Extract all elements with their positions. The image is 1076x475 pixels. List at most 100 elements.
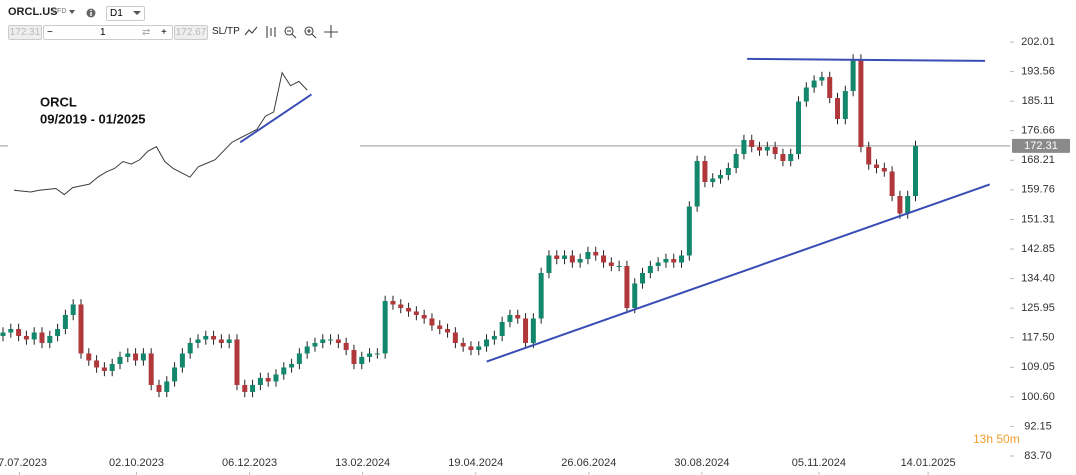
candle-body xyxy=(187,342,193,354)
timeframe-select[interactable]: D1 xyxy=(106,6,145,21)
candle-body xyxy=(913,145,919,196)
candle-body xyxy=(647,265,653,273)
candle-body xyxy=(421,314,427,319)
candle-body xyxy=(850,59,856,92)
volume-input[interactable]: − 1 ⇄ + xyxy=(43,25,173,40)
candle-body xyxy=(780,154,786,162)
candle-body xyxy=(335,339,341,343)
timeframe: D1 xyxy=(110,8,123,19)
x-tick-label: 06.12.2023 xyxy=(222,457,277,469)
candle-body xyxy=(351,349,357,364)
candle-body xyxy=(686,206,692,256)
sell-price[interactable]: 172.31 xyxy=(8,25,42,40)
sltp[interactable]: SL/TP xyxy=(212,26,240,37)
candle-body xyxy=(406,307,412,312)
candle-body xyxy=(101,367,107,371)
candle-body xyxy=(749,140,755,148)
x-tick-label: 19.04.2024 xyxy=(448,457,503,469)
candle-body xyxy=(234,339,240,385)
candle-body xyxy=(679,255,685,263)
candle-body xyxy=(499,321,505,336)
candle-body xyxy=(70,304,76,315)
x-tick-label: 05.11.2024 xyxy=(792,457,846,469)
candle-body xyxy=(632,283,638,308)
candle-body xyxy=(226,339,232,343)
candle-body xyxy=(109,363,115,371)
candle-body xyxy=(242,384,248,392)
candle-body xyxy=(382,300,388,354)
candle-body xyxy=(117,356,123,364)
candle-body xyxy=(460,342,466,347)
candle-body xyxy=(250,384,256,392)
candle-body xyxy=(39,332,45,343)
candle-body xyxy=(874,164,880,169)
x-tick-label: 14.01.2025 xyxy=(901,457,956,469)
candle-body xyxy=(367,353,373,357)
candle-body xyxy=(601,255,607,263)
candle-body xyxy=(640,272,646,284)
trend-line xyxy=(747,57,986,62)
y-tick-label: 100.60 xyxy=(1021,391,1055,403)
candle-body xyxy=(78,304,84,354)
candle-body xyxy=(140,353,146,361)
candle-body xyxy=(484,339,490,347)
candle-body xyxy=(538,272,544,319)
candle-body xyxy=(562,255,568,259)
candle-body xyxy=(811,80,817,88)
candle-body xyxy=(655,262,661,266)
candle-body xyxy=(468,346,474,350)
inset-subtitle: 09/2019 - 01/2025 xyxy=(40,111,146,126)
candle-body xyxy=(390,300,396,305)
last-price-box xyxy=(1012,138,1070,153)
plus[interactable]: + xyxy=(161,27,167,38)
symbol[interactable]: ORCL.US xyxy=(8,6,58,18)
candle-body xyxy=(757,147,763,151)
trend-line xyxy=(486,183,991,363)
candle-body xyxy=(273,374,279,382)
y-tick-label: 168.21 xyxy=(1021,154,1055,166)
candle-body xyxy=(530,318,536,343)
candle-body xyxy=(133,353,139,361)
candle-body xyxy=(835,98,841,120)
candle-body xyxy=(265,377,271,382)
x-tick-label: 26.06.2024 xyxy=(561,457,616,469)
inset-line xyxy=(13,71,308,196)
candle-body xyxy=(663,258,669,263)
candle-body xyxy=(156,384,162,392)
candle-body xyxy=(203,335,209,340)
candle-body xyxy=(281,367,287,375)
candle-body xyxy=(515,314,521,319)
candle-body xyxy=(86,353,92,361)
candle-body xyxy=(733,154,739,169)
y-tick-label: 176.66 xyxy=(1021,125,1055,137)
candle-body xyxy=(593,251,599,256)
candle-body xyxy=(671,258,677,263)
y-tick-label: 193.56 xyxy=(1021,65,1055,77)
candle-body xyxy=(702,161,708,183)
candle-body xyxy=(218,339,224,343)
y-tick-label: 142.85 xyxy=(1021,243,1055,255)
candle-body xyxy=(523,318,529,343)
swap[interactable]: ⇄ xyxy=(142,27,151,38)
x-tick-label: 27.07.2023 xyxy=(0,457,47,469)
volume: 1 xyxy=(100,27,106,38)
last-price-label: 172.31 xyxy=(1024,140,1058,152)
candle-body xyxy=(164,381,170,392)
candle-body xyxy=(616,265,622,267)
candle-body xyxy=(476,346,482,350)
y-tick-label: 202.01 xyxy=(1021,36,1055,48)
minus[interactable]: − xyxy=(47,27,53,38)
timer: 13h 50m xyxy=(973,432,1020,446)
y-tick-label: 125.95 xyxy=(1021,302,1055,314)
candle-body xyxy=(803,87,809,102)
candle-body xyxy=(304,346,310,354)
candle-body xyxy=(694,161,700,207)
candle-body xyxy=(296,353,302,364)
candle-body xyxy=(585,251,591,259)
candle-body xyxy=(546,255,552,273)
candle-body xyxy=(624,265,630,308)
buy-price[interactable]: 172.67 xyxy=(174,25,208,40)
trend-line xyxy=(239,93,312,144)
x-tick-label: 13.02.2024 xyxy=(335,457,390,469)
